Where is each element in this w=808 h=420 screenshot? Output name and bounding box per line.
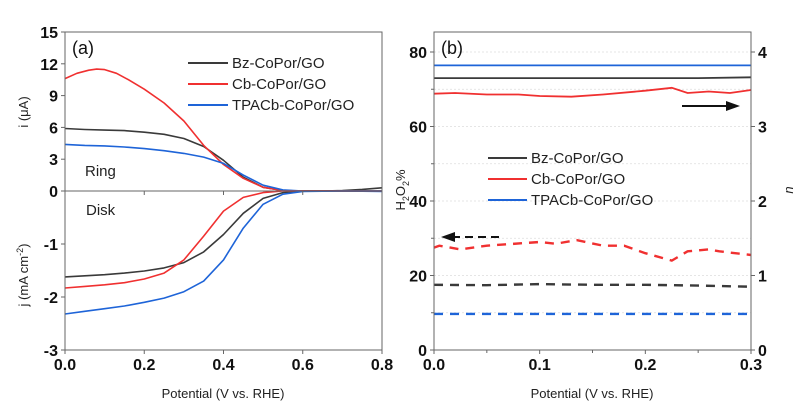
panel-a-x-tick-label: 0.4 [212, 357, 234, 374]
n-series-cb-copor-go [433, 86, 752, 98]
n-y-tick-label: 3 [758, 120, 767, 137]
panel-a: 0 3 6 9 12 15 -3 -2 -1 0.0 0.2 0.4 0.6 0.8 (a) Ring D… [15, 25, 393, 401]
panel-a-x-axis-label: Potential (V vs. RHE) [162, 386, 285, 401]
disk-y-tick-label: -2 [44, 290, 58, 307]
legend-entry: TPACb-CoPor/GO [232, 97, 354, 114]
ring-y-axis-label: i (μA) [16, 96, 31, 127]
ring-y-tick-label: 3 [49, 152, 58, 169]
n-y-tick-label: 2 [758, 194, 767, 211]
disk-y-axis-label: j (mA cm-2) [15, 244, 31, 308]
n-y-tick-label: 4 [758, 45, 767, 62]
ring-y-tick-label: 15 [40, 25, 58, 42]
legend-entry: Bz-CoPor/GO [232, 55, 325, 72]
disk-y-tick-label: -1 [44, 237, 58, 254]
panel-b-x-tick-label: 0.3 [740, 357, 762, 374]
panel-b-x-tick-label: 0.0 [423, 357, 445, 374]
panel-a-x-tick-label: 0.6 [292, 357, 314, 374]
panel-a-x-tick-label: 0.8 [371, 357, 393, 374]
n-series-bz-copor-go [434, 76, 752, 79]
ring-y-tick-label: 0 [49, 184, 58, 201]
disk-annotation: Disk [86, 202, 116, 219]
panel-b-x-tick-label: 0.1 [529, 357, 551, 374]
disk-y-tick-label: -3 [44, 343, 58, 360]
ring-y-tick-label: 12 [40, 57, 58, 74]
h2o2-y-tick-label: 40 [409, 194, 427, 211]
n-y-axis-label: n [781, 186, 796, 193]
legend-entry: Cb-CoPor/GO [531, 171, 625, 188]
legend-entry: TPACb-CoPor/GO [531, 192, 653, 209]
h2o2-series-bz-copor-go [433, 282, 752, 288]
disk-series-tpacb-copor-go [64, 190, 382, 315]
panel-a-legend: Bz-CoPor/GO Cb-CoPor/GO TPACb-CoPor/GO [188, 55, 354, 114]
n-y-tick-label: 1 [758, 269, 767, 286]
ring-annotation: Ring [85, 163, 116, 180]
panel-a-x-tick-label: 0.0 [54, 357, 76, 374]
panel-b-legend: Bz-CoPor/GO Cb-CoPor/GO TPACb-CoPor/GO [488, 150, 653, 209]
h2o2-y-tick-label: 0 [418, 343, 427, 360]
ring-series-bz-copor-go [64, 127, 383, 192]
h2o2-y-tick-label: 60 [409, 120, 427, 137]
legend-entry: Cb-CoPor/GO [232, 76, 326, 93]
n-y-tick-label: 0 [758, 343, 767, 360]
panel-b-label: (b) [441, 38, 463, 58]
ring-y-tick-label: 6 [49, 120, 58, 137]
panel-b-frame [433, 31, 752, 351]
panel-b-x-axis-label: Potential (V vs. RHE) [531, 386, 654, 401]
legend-entry: Bz-CoPor/GO [531, 150, 624, 167]
h2o2-series-cb-copor-go [433, 238, 752, 262]
ring-y-tick-label: 9 [49, 89, 58, 106]
arrow-right-n-axis [682, 101, 740, 111]
h2o2-y-tick-label: 20 [409, 269, 427, 286]
h2o2-y-tick-label: 80 [409, 45, 427, 62]
panel-a-label: (a) [72, 38, 94, 58]
arrow-left-h2o2-axis [441, 232, 500, 242]
panel-a-x-tick-label: 0.2 [133, 357, 155, 374]
panel-b-x-tick-label: 0.2 [634, 357, 656, 374]
